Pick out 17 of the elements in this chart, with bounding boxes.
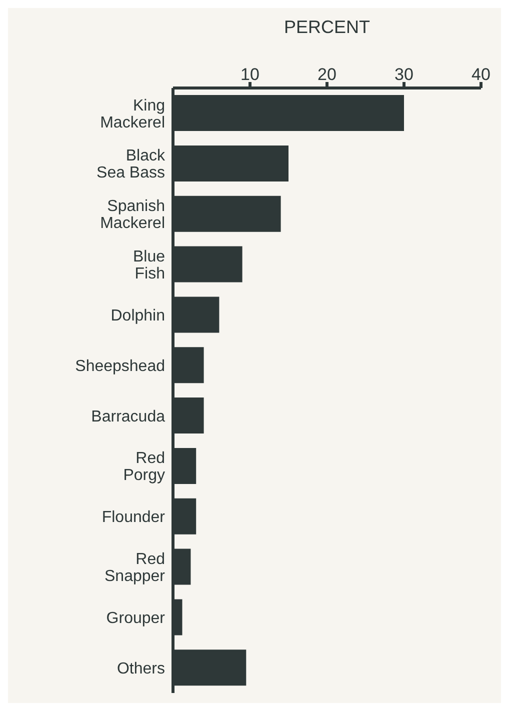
x-tick-label: 20 (318, 65, 336, 84)
y-tick-label: Flounder (102, 509, 166, 526)
y-tick-label: Sheepshead (75, 358, 165, 375)
y-tick-label: Red Porgy (123, 450, 165, 484)
y-tick-label: Grouper (106, 610, 166, 627)
x-tick-label: 40 (472, 65, 490, 84)
x-axis-title: PERCENT (284, 16, 370, 37)
y-tick-label: King Mackerel (100, 97, 165, 132)
x-tick-label: 10 (240, 65, 260, 84)
y-tick-label: Spanish Mackerel (100, 198, 165, 232)
y-tick-label: Others (116, 660, 165, 678)
x-tick-label: 30 (394, 65, 414, 84)
y-tick-label: Red Snapper (104, 551, 166, 586)
y-tick-label: Blue Fish (132, 248, 166, 283)
y-tick-label: Black Sea Bass (96, 148, 166, 182)
y-tick-label: Dolphin (110, 307, 165, 324)
y-tick-label: Barracuda (91, 408, 166, 426)
